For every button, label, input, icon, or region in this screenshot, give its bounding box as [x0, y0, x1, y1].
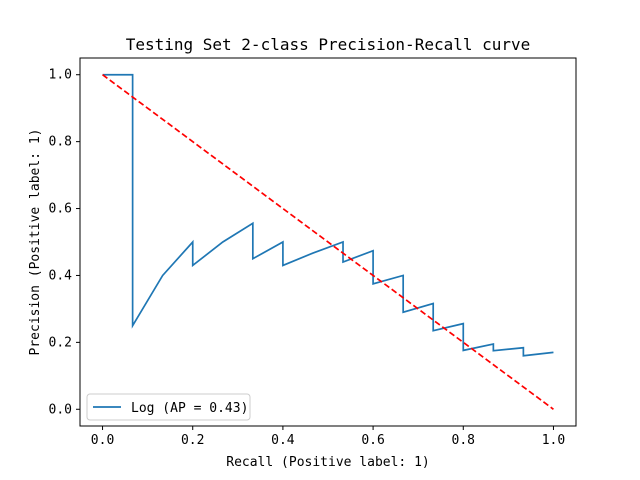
x-tick-label: 0.4 — [271, 433, 295, 448]
y-tick-label: 0.0 — [49, 402, 72, 417]
x-tick-label: 0.0 — [91, 433, 114, 448]
x-tick-label: 0.8 — [452, 433, 475, 448]
x-tick-label: 1.0 — [542, 433, 565, 448]
x-axis-label: Recall (Positive label: 1) — [226, 455, 430, 470]
chart-title: Testing Set 2-class Precision-Recall cur… — [126, 35, 531, 54]
y-tick-label: 0.6 — [49, 202, 72, 217]
y-tick-label: 0.8 — [49, 135, 72, 150]
plot-frame — [79, 57, 577, 427]
y-tick-label: 0.2 — [49, 335, 72, 350]
pr-step-line — [102, 73, 554, 357]
legend-box — [86, 393, 251, 421]
x-axis-ticks: 0.0 0.2 0.4 0.6 0.8 1.0 — [91, 426, 565, 448]
y-tick-label: 0.4 — [49, 268, 73, 283]
plot-area — [79, 57, 577, 427]
baseline-dashed-line — [102, 74, 554, 410]
legend: Log (AP = 0.43) — [86, 393, 251, 421]
y-axis-ticks: 0.0 0.2 0.4 0.6 0.8 1.0 — [49, 68, 80, 417]
x-tick-label: 0.2 — [181, 433, 204, 448]
y-axis-label: Precision (Positive label: 1) — [28, 129, 43, 356]
x-tick-label: 0.6 — [361, 433, 384, 448]
legend-label: Log (AP = 0.43) — [131, 401, 248, 416]
y-tick-label: 1.0 — [49, 68, 72, 83]
